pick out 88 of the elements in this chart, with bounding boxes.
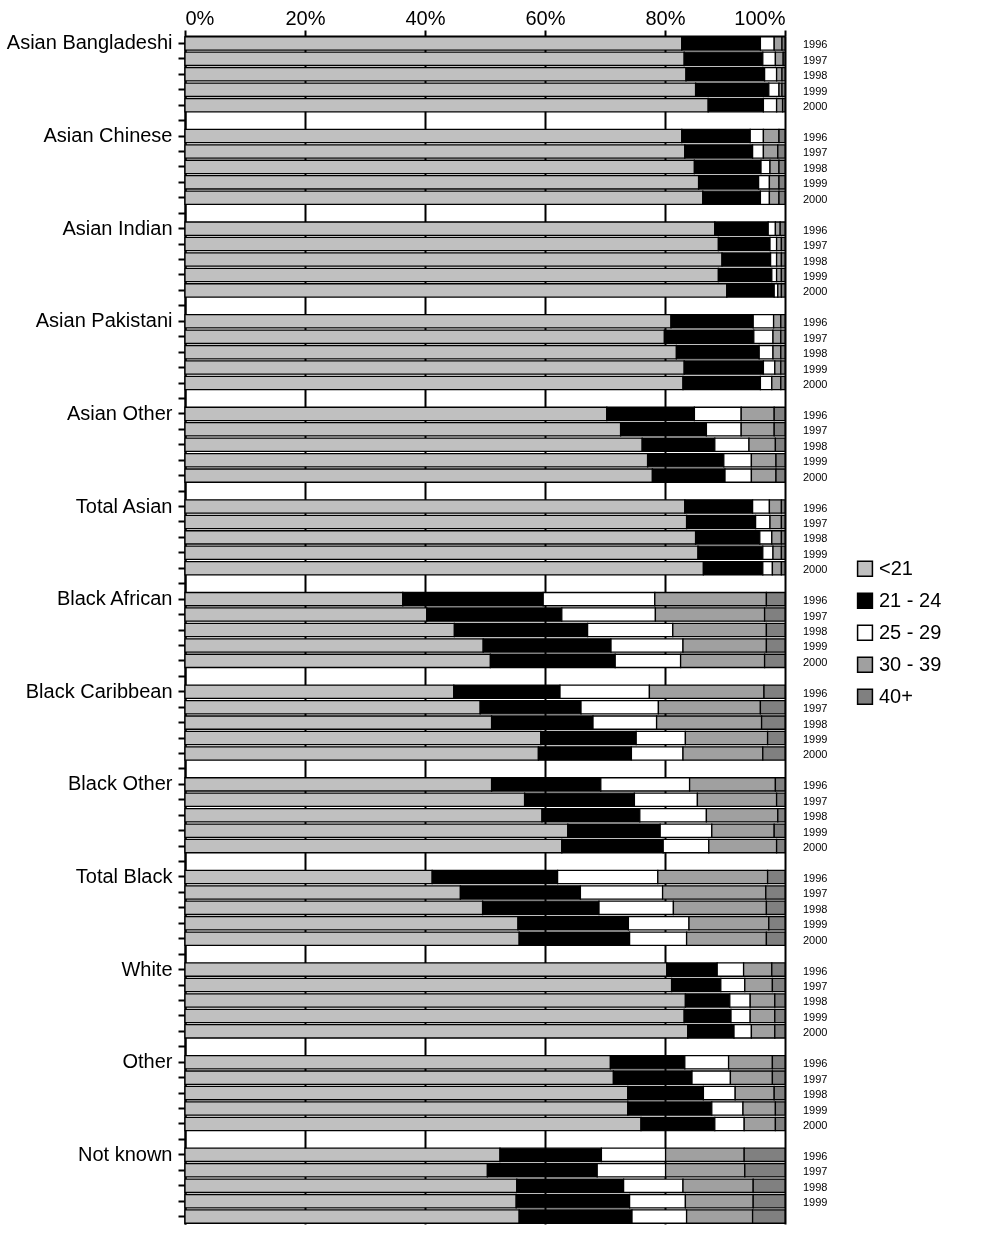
y-tick-label: White [121,957,173,980]
y2-tick-label: 1999 [803,177,828,190]
y2-tick-label: 1999 [803,640,828,653]
x-tick-label: 20% [285,6,326,29]
y-tick-label: Asian Chinese [43,124,173,147]
y2-tick-label: 1998 [803,254,828,267]
y2-tick-label: 1996 [803,686,828,699]
y2-tick-label: 1997 [803,702,828,715]
y2-tick-label: 1996 [803,1057,828,1070]
y2-tick-label: 2000 [803,841,828,854]
y2-tick-label: 1998 [803,161,828,174]
y2-tick-label: 2000 [803,285,828,298]
y2-tick-label: 1998 [803,69,828,82]
y2-tick-label: 1996 [803,38,828,51]
y2-tick-label: 1997 [803,516,828,529]
y2-tick-label: 1997 [803,794,828,807]
y2-tick-label: 1996 [803,964,828,977]
y2-tick-label: 1997 [803,887,828,900]
y2-tick-label: 1998 [803,1088,828,1101]
y2-tick-label: 1997 [803,239,828,252]
y2-tick-label: 1996 [803,316,828,329]
y-tick-label: Not known [78,1142,173,1165]
y2-tick-label: 1996 [803,408,828,421]
y2-tick-label: 1996 [803,223,828,236]
x-tick-label: 0% [185,6,215,29]
y2-tick-label: 1999 [803,269,828,282]
x-tick-label: 80% [645,6,686,29]
y2-tick-label: 1997 [803,980,828,993]
legend-label: 25 - 29 [879,620,942,643]
legend-label: <21 [879,556,913,579]
y-tick-label: Black African [56,587,173,610]
y2-tick-label: 1998 [803,902,828,915]
x-tick-label: 40% [405,6,446,29]
y2-tick-label: 1996 [803,779,828,792]
y2-tick-label: 1999 [803,918,828,931]
y2-tick-label: 1997 [803,146,828,159]
y-tick-label: Other [122,1050,173,1073]
y2-tick-label: 1996 [803,871,828,884]
y2-tick-label: 2000 [803,470,828,483]
y2-tick-label: 1998 [803,1180,828,1193]
y2-tick-label: 1999 [803,547,828,560]
legend-label: 21 - 24 [879,588,942,611]
y2-tick-label: 2000 [803,1026,828,1039]
y-tick-label: Asian Pakistani [35,309,173,332]
y2-tick-label: 1999 [803,825,828,838]
y2-tick-label: 2000 [803,933,828,946]
y2-tick-label: 2000 [803,563,828,576]
y-tick-label: Total Asian [75,494,173,517]
legend-label: 40+ [879,684,913,707]
y2-tick-label: 2000 [803,1118,828,1131]
y2-tick-label: 1998 [803,717,828,730]
y2-tick-label: 1996 [803,131,828,144]
y2-tick-label: 1997 [803,424,828,437]
y2-tick-label: 1996 [803,501,828,514]
legend-label: 30 - 39 [879,652,942,675]
y2-tick-label: 1998 [803,439,828,452]
y2-tick-label: 1996 [803,1149,828,1162]
y2-tick-label: 1999 [803,362,828,375]
y2-tick-label: 1998 [803,625,828,637]
y-tick-label: Asian Other [66,401,173,424]
y2-tick-label: 1996 [803,594,828,607]
y2-tick-label: 2000 [803,655,828,668]
y-tick-label: Black Other [68,772,173,795]
y2-tick-label: 1998 [803,810,828,823]
y2-tick-label: 1997 [803,53,828,66]
y2-tick-label: 1999 [803,1010,828,1023]
y2-tick-label: 2000 [803,192,828,205]
y2-tick-label: 1999 [803,1196,828,1209]
y2-tick-label: 2000 [803,100,828,113]
y2-tick-label: 1998 [803,995,828,1008]
y-tick-label: Black Caribbean [25,679,173,702]
y2-tick-label: 1999 [803,455,828,468]
y2-tick-label: 1997 [803,609,828,622]
y2-tick-label: 1997 [803,1165,828,1178]
y2-tick-label: 1997 [803,1072,828,1085]
y-tick-label: Asian Indian [62,216,173,239]
y2-tick-label: 1999 [803,733,828,746]
y2-tick-label: 1998 [803,532,828,545]
y-tick-label: Asian Bangladeshi [6,31,173,54]
y2-tick-label: 2000 [803,748,828,761]
y2-tick-label: 1998 [803,347,828,360]
y2-tick-label: 1999 [803,84,828,97]
y-tick-label: Total Black [75,864,174,887]
y2-tick-label: 2000 [803,378,828,391]
y2-tick-label: 1999 [803,1103,828,1116]
x-tick-label: 60% [525,6,566,29]
y2-tick-label: 1997 [803,331,828,344]
x-tick-label: 100% [734,6,786,29]
